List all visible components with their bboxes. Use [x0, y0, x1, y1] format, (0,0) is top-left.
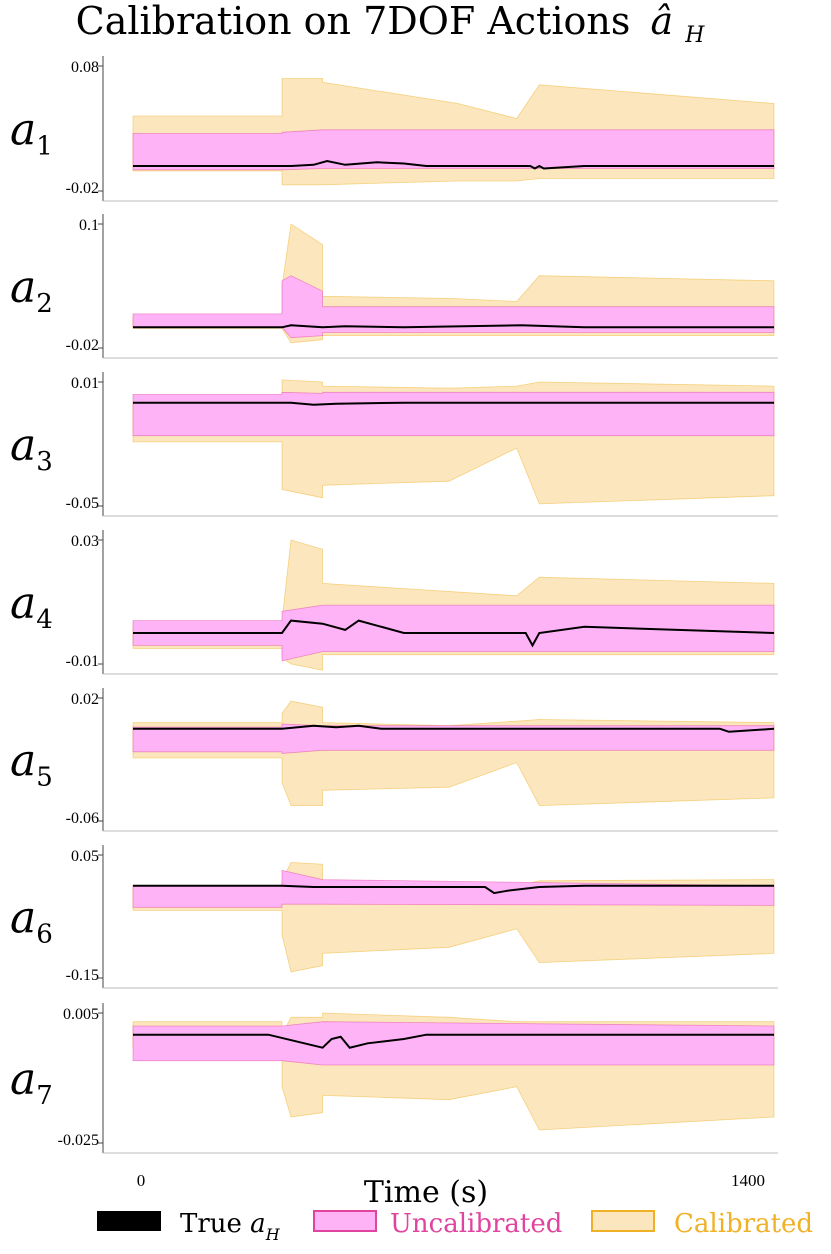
a4-true-line [133, 619, 775, 648]
a5-tick-label-bottom: -0.06 [66, 810, 99, 827]
a2-tick-label-top: 0.1 [79, 217, 99, 234]
a4-ylabel: a4 [10, 578, 53, 635]
panel-a2: 0.1 -0.02 a2 [10, 214, 778, 359]
a5-ylabel: a5 [10, 736, 53, 793]
a3-true-line [133, 401, 774, 406]
a3-tick-label-bottom: -0.05 [66, 495, 99, 512]
panel-a6: 0.05 -0.15 a6 [10, 845, 778, 989]
a6-tick-label-bottom: -0.15 [66, 967, 99, 984]
a3-tick-label-top: 0.01 [71, 375, 99, 392]
a7-tick-label-top: 0.005 [63, 1006, 99, 1023]
a4-tick-label-top: 0.03 [71, 533, 99, 550]
a6-calibrated-band [132, 861, 775, 973]
figure-title: Calibration on 7DOF Actions â H [76, 0, 706, 48]
legend: True aH Uncalibrated Calibrated [97, 1209, 813, 1244]
legend-calibrated-swatch [591, 1210, 655, 1232]
a6-true-line [133, 884, 774, 895]
legend-uncalibrated-swatch [313, 1210, 377, 1232]
x-tick-label-1400: 1400 [731, 1171, 765, 1190]
a1-tick-label-bottom: -0.02 [66, 180, 99, 197]
a7-tick-label-bottom: -0.025 [58, 1132, 99, 1149]
a1-true-line [133, 159, 774, 170]
a5-calibrated-band [132, 700, 775, 807]
x-tick-label-0: 0 [137, 1171, 146, 1190]
a6-tick-label-top: 0.05 [71, 848, 99, 865]
a6-uncalibrated-band [132, 869, 775, 908]
a4-tick-label-bottom: -0.01 [66, 653, 99, 670]
a3-uncalibrated-band [132, 391, 775, 437]
a2-ylabel: a2 [10, 262, 53, 319]
legend-uncalibrated-label: Uncalibrated [390, 1209, 562, 1239]
a2-tick-label-bottom: -0.02 [66, 337, 99, 354]
x-axis: 0 1400 Time (s) [137, 1171, 765, 1210]
legend-true-label: True aH [180, 1209, 281, 1244]
chart-panels: 0.08 -0.02 a1 0.1 -0.02 a2 0.01 -0.05 a3 0.03 -0.0… [10, 56, 778, 1154]
a5-uncalibrated-band [132, 723, 775, 754]
a2-true-line [133, 324, 774, 329]
legend-true-swatch [97, 1211, 161, 1231]
a5-tick-label-top: 0.02 [71, 691, 99, 708]
panel-a3: 0.01 -0.05 a3 [10, 372, 778, 517]
a2-uncalibrated-band [132, 275, 775, 339]
legend-calibrated-label: Calibrated [674, 1209, 813, 1239]
a3-ylabel: a3 [10, 420, 53, 477]
panel-a1: 0.08 -0.02 a1 [10, 56, 778, 202]
panel-a7: 0.005 -0.025 a7 [10, 1003, 778, 1154]
a7-ylabel: a7 [10, 1054, 53, 1111]
a1-ylabel: a1 [10, 105, 53, 162]
a1-uncalibrated-band [132, 129, 775, 171]
a5-true-line [133, 724, 775, 733]
a7-true-line [133, 1033, 774, 1049]
a1-tick-label-top: 0.08 [71, 59, 99, 76]
panel-a5: 0.02 -0.06 a5 [10, 688, 778, 832]
a7-uncalibrated-band [132, 1021, 775, 1066]
x-axis-label: Time (s) [364, 1175, 488, 1210]
a6-ylabel: a6 [10, 893, 53, 950]
panel-a4: 0.03 -0.01 a4 [10, 530, 778, 675]
